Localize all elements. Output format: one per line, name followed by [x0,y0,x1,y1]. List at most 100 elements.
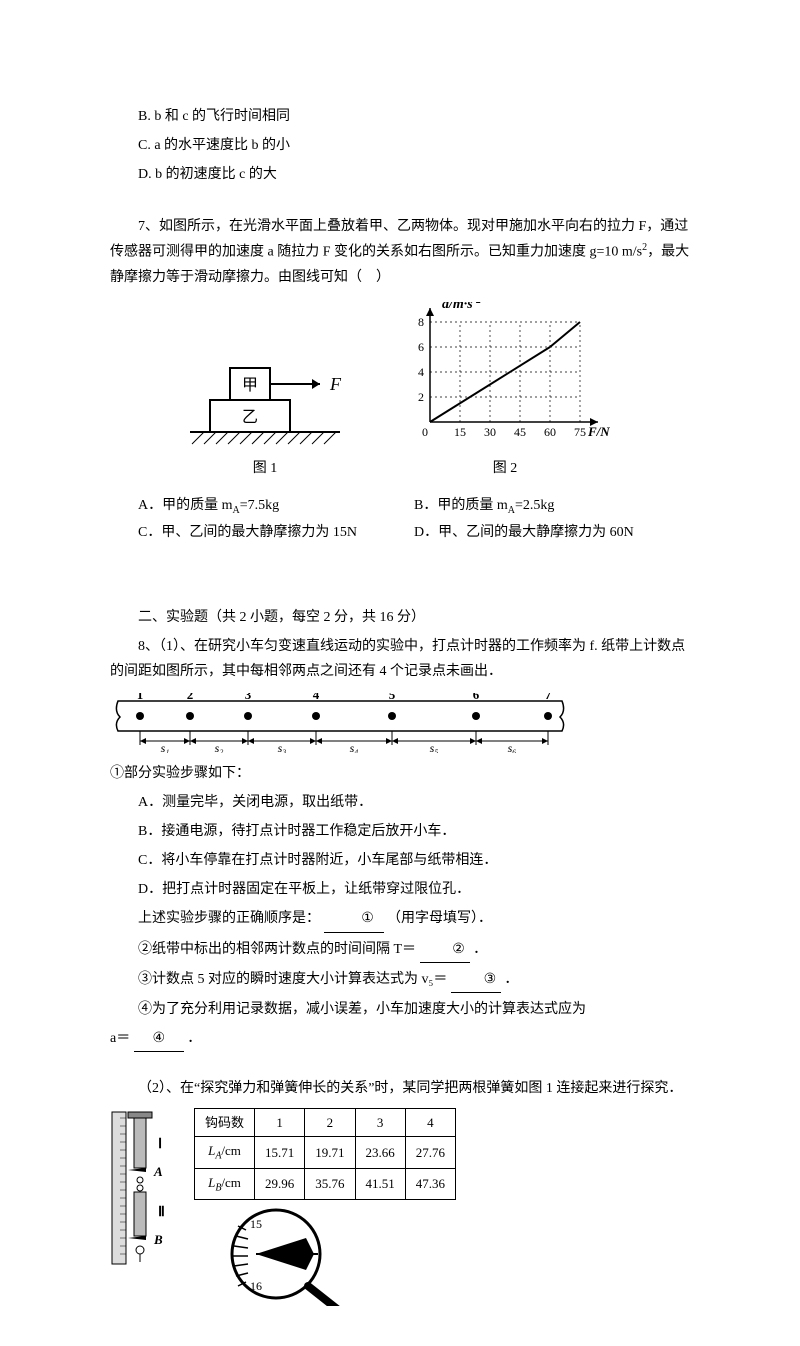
q8-q3-blank: ③ [451,967,501,993]
table-row: LA/cm 15.71 19.71 23.66 27.76 [195,1136,456,1168]
q7-fig2-caption: 图 2 [390,456,620,481]
svg-text:1: 1 [137,693,144,702]
q8-order-tail: （用字母填写）． [387,911,492,926]
q7-opt-b-text: B．甲的质量 m [414,498,508,513]
svg-text:16: 16 [250,1279,262,1293]
q7-opt-a: A．甲的质量 mA=7.5kg [138,493,414,520]
table-header: 4 [405,1108,455,1136]
q8-order-q: 上述实验步骤的正确顺序是： [138,911,320,926]
svg-text:s₁: s₁ [161,741,170,753]
svg-text:s₃: s₃ [278,741,287,753]
q8-q2: ②纸带中标出的相邻两计数点的时间间隔 T＝ ② ． [110,937,690,963]
q7-opt-a-text: A．甲的质量 m [138,498,233,513]
q8-2-block: Ⅰ A Ⅱ B 钩码数 1 2 3 4 LA/cm 15.71 [110,1108,690,1307]
svg-text:Ⅱ: Ⅱ [158,1205,165,1220]
svg-text:F: F [329,374,342,394]
svg-text:4: 4 [313,693,320,702]
svg-text:乙: 乙 [242,409,258,426]
q7-options-row2: C．甲、乙间的最大静摩擦力为 15N D．甲、乙间的最大静摩擦力为 60N [138,520,690,545]
q8-step-a: A．测量完毕，关闭电源，取出纸带． [110,790,690,815]
section2-title: 二、实验题（共 2 小题，每空 2 分，共 16 分） [110,605,690,630]
svg-text:s₆: s₆ [508,741,517,753]
svg-text:甲: 甲 [242,377,258,394]
svg-text:7: 7 [545,693,552,702]
q8-q3: ③计数点 5 对应的瞬时速度大小计算表达式为 v₅＝ ③ ． [110,967,690,993]
q7-figures: 乙 甲 F 图 1 2 4 6 8 0 15 30 45 60 75 a/m·s-2 F/N 图 2 [110,302,690,481]
q6-opt-b: B. b 和 c 的飞行时间相同 [110,104,690,129]
q8-step-d: D．把打点计时器固定在平板上，让纸带穿过限位孔． [110,877,690,902]
q8-q3-text: ③计数点 5 对应的瞬时速度大小计算表达式为 v₅＝ [138,972,447,987]
svg-text:s₄: s₄ [350,741,359,753]
q8-step-b: B．接通电源，待打点计时器工作稳定后放开小车． [110,819,690,844]
svg-text:a/m·s-2: a/m·s-2 [442,302,481,312]
q7-stem-text: 7、如图所示，在光滑水平面上叠放着甲、乙两物体。现对甲施加水平向右的拉力 F，通… [110,219,688,260]
svg-text:3: 3 [245,693,252,702]
q6-opt-d: D. b 的初速度比 c 的大 [110,162,690,187]
q8-q3-tail: ． [504,972,518,987]
table-header: 钩码数 [195,1108,255,1136]
svg-text:30: 30 [484,425,496,439]
table-cell: 29.96 [255,1168,305,1200]
q8-2-magnifier: 15 16 [206,1206,366,1306]
q7-opt-a-sub: A [233,505,240,516]
svg-text:15: 15 [250,1217,262,1231]
svg-text:s₂: s₂ [215,741,224,753]
q7-opt-a-tail: =7.5kg [240,498,279,513]
svg-text:A: A [153,1164,163,1179]
svg-text:F/N: F/N [587,424,610,439]
q8-steps-label: ①部分实验步骤如下： [110,761,690,786]
q8-step-c: C．将小车停靠在打点计时器附近，小车尾部与纸带相连． [110,848,690,873]
svg-text:6: 6 [473,693,480,702]
table-cell: 19.71 [305,1136,355,1168]
q7-opt-c: C．甲、乙间的最大静摩擦力为 15N [138,520,414,545]
svg-text:15: 15 [454,425,466,439]
q7-opt-b-sub: A [508,505,515,516]
q8-q4b: a＝ ④ ． [110,1026,690,1052]
q7-fig1-caption: 图 1 [180,456,350,481]
svg-text:75: 75 [574,425,586,439]
svg-text:2: 2 [187,693,194,702]
q7-opt-b-tail: =2.5kg [515,498,554,513]
q8-2-stem: （2）、在“探究弹力和弹簧伸长的关系”时，某同学把两根弹簧如图 1 连接起来进行… [110,1076,690,1101]
q8-2-table: 钩码数 1 2 3 4 LA/cm 15.71 19.71 23.66 27.7… [194,1108,456,1201]
q6-opt-c: C. a 的水平速度比 b 的小 [110,133,690,158]
table-cell: 47.36 [405,1168,455,1200]
table-cell: 15.71 [255,1136,305,1168]
svg-text:0: 0 [422,425,428,439]
q7-options-row1: A．甲的质量 mA=7.5kg B．甲的质量 mA=2.5kg [138,493,690,520]
q8-q4a: ④为了充分利用记录数据，减小误差，小车加速度大小的计算表达式应为 [110,997,690,1022]
svg-text:45: 45 [514,425,526,439]
table-header: 1 [255,1108,305,1136]
table-cell: 27.76 [405,1136,455,1168]
q8-q2-tail: ． [473,942,487,957]
q7-fig1: 乙 甲 F 图 1 [180,332,350,481]
q8-q4b-blank: ④ [134,1026,184,1052]
svg-text:4: 4 [418,365,424,379]
q8-order-blank: ① [324,906,384,932]
table-row: LB/cm 29.96 35.76 41.51 47.36 [195,1168,456,1200]
q8-q2-text: ②纸带中标出的相邻两计数点的时间间隔 T＝ [138,942,416,957]
q8-stem: 8、（1）、在研究小车匀变速直线运动的实验中，打点计时器的工作频率为 f. 纸带… [110,634,690,684]
q7-opt-d: D．甲、乙间的最大静摩擦力为 60N [414,520,690,545]
table-header: 3 [355,1108,405,1136]
svg-text:6: 6 [418,340,424,354]
svg-text:s₅: s₅ [430,741,439,753]
q8-q2-blank: ② [420,937,470,963]
table-cell: 35.76 [305,1168,355,1200]
svg-text:5: 5 [389,693,396,702]
svg-text:60: 60 [544,425,556,439]
q8-order: 上述实验步骤的正确顺序是： ① （用字母填写）． [110,906,690,932]
svg-text:8: 8 [418,315,424,329]
q8-q4b-pre: a＝ [110,1031,130,1046]
q7-opt-b: B．甲的质量 mA=2.5kg [414,493,690,520]
table-header: 2 [305,1108,355,1136]
table-row: 钩码数 1 2 3 4 [195,1108,456,1136]
table-cell: LB/cm [195,1168,255,1200]
q8-q4b-tail: ． [187,1031,201,1046]
table-cell: 23.66 [355,1136,405,1168]
q8-tape: 1 2 3 4 5 6 7 s₁ s₂ s₃ s₄ s₅ s₆ [110,693,690,753]
svg-text:B: B [153,1232,163,1247]
svg-text:Ⅰ: Ⅰ [158,1137,162,1152]
svg-text:2: 2 [418,390,424,404]
table-cell: 41.51 [355,1168,405,1200]
